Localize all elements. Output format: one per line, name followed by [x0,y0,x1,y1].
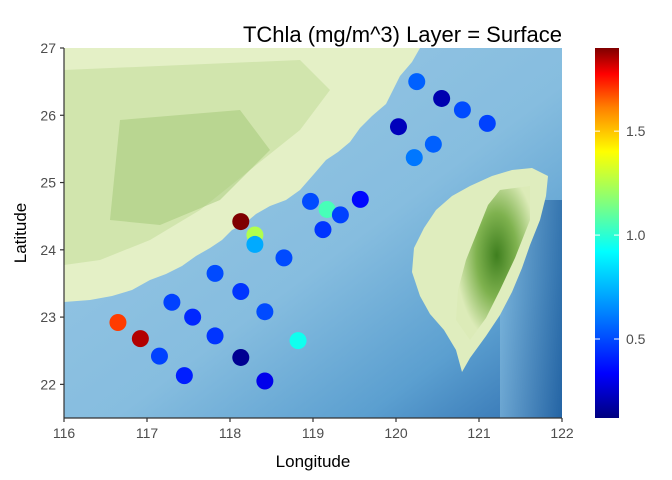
y-axis-title: Latitude [11,203,30,264]
station-point [433,89,451,107]
station-point [150,347,168,365]
y-tick-label: 23 [40,309,56,325]
station-point [232,348,250,366]
x-axis-title: Longitude [276,452,351,471]
x-tick-label: 116 [53,425,76,441]
station-point [351,190,369,208]
station-point [302,192,320,210]
station-point [163,293,181,311]
station-point [232,283,250,301]
station-point [289,332,307,350]
station-point [175,367,193,385]
taiwan-mountains [456,186,530,340]
axes: 116 117 118 119 120 121 122 22 23 24 25 26 27 [40,40,573,441]
station-point [331,206,349,224]
x-tick-label: 121 [467,425,491,441]
data-points [109,73,496,390]
y-tick-label: 24 [40,242,56,258]
station-point [246,235,264,253]
station-point [109,313,127,331]
colorbar-tick-label: 0.5 [626,331,646,347]
station-point [453,101,471,119]
colorbar-tick-label: 1.5 [626,123,646,139]
station-point [275,249,293,267]
y-tick-label: 26 [40,107,56,123]
station-point [206,327,224,345]
x-tick-label: 122 [550,425,574,441]
station-point [256,303,274,321]
colorbar: 0.5 1.0 1.5 [595,48,646,418]
station-point [318,200,336,218]
x-tick-label: 120 [384,425,408,441]
colorbar-ticks: 0.5 1.0 1.5 [595,123,646,347]
station-point [232,213,250,231]
station-point [405,149,423,167]
x-tick-label: 117 [136,425,159,441]
y-tick-label: 27 [40,40,56,56]
mainland-terrain [64,60,330,265]
station-point [184,308,202,326]
colorbar-tick-label: 1.0 [626,227,646,243]
mainland-terrain-high [110,110,270,225]
station-point [131,330,149,348]
y-tick-label: 25 [40,175,56,191]
x-tick-label: 119 [302,425,325,441]
station-point [478,114,496,132]
station-point [408,73,426,91]
x-tick-label: 118 [219,425,242,441]
chart-title: TChla (mg/m^3) Layer = Surface [243,22,562,47]
station-point [314,221,332,239]
station-point [389,118,407,136]
colorbar-gradient [595,48,619,418]
station-point [256,372,274,390]
y-tick-label: 22 [40,376,56,392]
map-background [64,48,562,418]
station-point [206,264,224,282]
station-point [424,135,442,153]
